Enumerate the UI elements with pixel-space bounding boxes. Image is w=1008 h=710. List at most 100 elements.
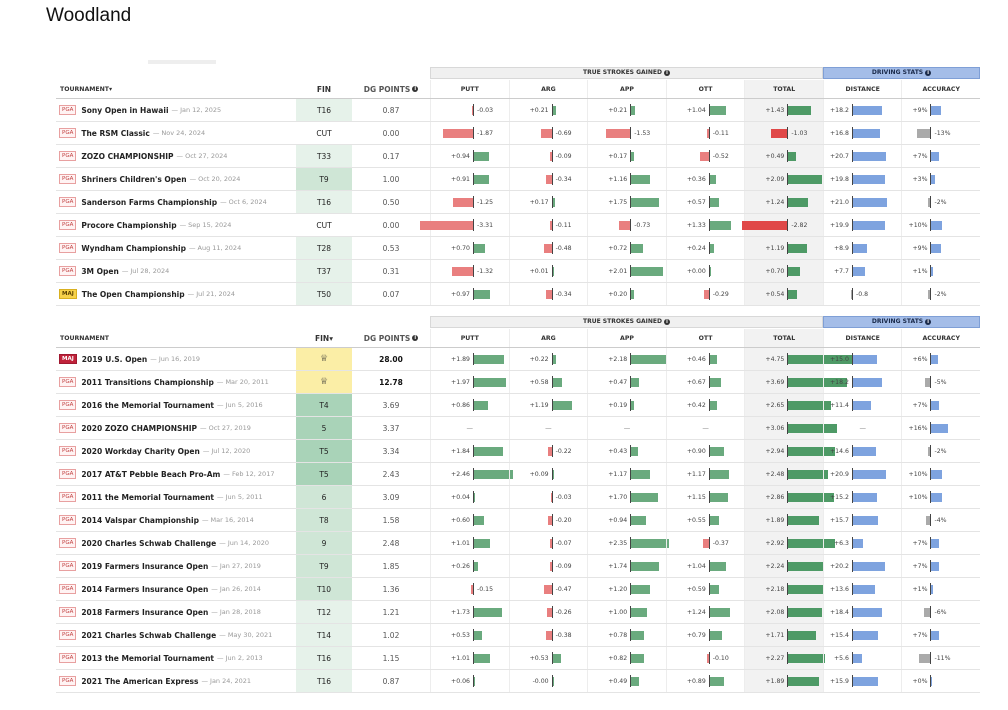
tournament-cell[interactable]: PGA Sanderson Farms Championship — Oct 6, … — [56, 191, 296, 213]
event-name[interactable]: 2020 ZOZO CHAMPIONSHIP — [81, 423, 198, 433]
tournament-cell[interactable]: PGA Wyndham Championship — Aug 11, 2024 — [56, 237, 296, 259]
header-accuracy[interactable]: ACCURACY — [901, 329, 980, 347]
table-row[interactable]: PGA Procore Championship — Sep 15, 2024 CUT… — [56, 214, 980, 237]
table-row[interactable]: PGA Shriners Children's Open — Oct 20, 202… — [56, 168, 980, 191]
event-name[interactable]: 2011 Transitions Championship — [81, 377, 214, 387]
event-name[interactable]: The RSM Classic — [81, 128, 150, 138]
info-icon[interactable]: i — [925, 69, 932, 76]
info-icon[interactable]: i — [412, 86, 419, 92]
header-fin[interactable]: FIN ▾ — [296, 329, 352, 347]
header-total[interactable]: TOTAL — [744, 329, 823, 347]
header-arg[interactable]: ARG — [508, 329, 588, 347]
event-name[interactable]: 2014 Valspar Championship — [81, 515, 199, 525]
tournament-cell[interactable]: PGA 2018 Farmers Insurance Open — Jan 28, … — [56, 601, 296, 623]
table-row[interactable]: PGA 2011 the Memorial Tournament — Jun 5, … — [56, 486, 980, 509]
info-icon[interactable]: i — [663, 69, 670, 76]
event-name[interactable]: Sony Open in Hawaii — [81, 105, 169, 115]
table-row[interactable]: PGA 2020 ZOZO CHAMPIONSHIP — Oct 27, 2019 5… — [56, 417, 980, 440]
header-distance[interactable]: DISTANCE — [822, 80, 902, 98]
header-total[interactable]: TOTAL — [744, 80, 823, 98]
table-row[interactable]: PGA 2014 Valspar Championship — Mar 16, 20… — [56, 509, 980, 532]
tournament-cell[interactable]: PGA 2016 the Memorial Tournament — Jun 5, … — [56, 394, 296, 416]
header-fin[interactable]: FIN — [296, 80, 352, 98]
tournament-cell[interactable]: PGA 2011 the Memorial Tournament — Jun 5, … — [56, 486, 296, 508]
header-tournament[interactable]: TOURNAMENT — [56, 329, 296, 347]
event-name[interactable]: ZOZO CHAMPIONSHIP — [81, 151, 174, 161]
event-name[interactable]: 3M Open — [81, 266, 119, 276]
header-points[interactable]: DG POINTS i — [352, 80, 430, 98]
tournament-cell[interactable]: PGA 2011 Transitions Championship — Mar 20… — [56, 371, 296, 393]
info-icon[interactable]: i — [412, 335, 419, 341]
tournament-cell[interactable]: PGA 2013 the Memorial Tournament — Jun 2, … — [56, 647, 296, 669]
event-name[interactable]: 2018 Farmers Insurance Open — [81, 607, 209, 617]
header-ott[interactable]: OTT — [665, 329, 745, 347]
tournament-cell[interactable]: PGA 2017 AT&T Pebble Beach Pro-Am — Feb 12… — [56, 463, 296, 485]
header-app[interactable]: APP — [587, 80, 666, 98]
tournament-cell[interactable]: PGA 2020 Workday Charity Open — Jul 12, 20… — [56, 440, 296, 462]
table-row[interactable]: PGA The RSM Classic — Nov 24, 2024 CUT 0.00 -… — [56, 122, 980, 145]
event-name[interactable]: 2016 the Memorial Tournament — [81, 400, 215, 410]
event-name[interactable]: 2011 the Memorial Tournament — [81, 492, 215, 502]
tournament-cell[interactable]: PGA The RSM Classic — Nov 24, 2024 — [56, 122, 296, 144]
tournament-cell[interactable]: PGA Procore Championship — Sep 15, 2024 — [56, 214, 296, 236]
event-name[interactable]: 2020 Workday Charity Open — [81, 446, 200, 456]
event-name[interactable]: 2019 Farmers Insurance Open — [81, 561, 209, 571]
header-tournament[interactable]: TOURNAMENT ▾ — [56, 80, 296, 98]
table-row[interactable]: MAJ The Open Championship — Jul 21, 2024 T5… — [56, 283, 980, 306]
event-name[interactable]: Shriners Children's Open — [81, 174, 187, 184]
table-row[interactable]: PGA 2018 Farmers Insurance Open — Jan 28, … — [56, 601, 980, 624]
header-accuracy[interactable]: ACCURACY — [901, 80, 980, 98]
tournament-cell[interactable]: PGA 3M Open — Jul 28, 2024 — [56, 260, 296, 282]
event-name[interactable]: Wyndham Championship — [81, 243, 186, 253]
header-arg[interactable]: ARG — [508, 80, 588, 98]
tournament-cell[interactable]: PGA 2019 Farmers Insurance Open — Jan 27, … — [56, 555, 296, 577]
event-name[interactable]: Procore Championship — [81, 220, 177, 230]
table-row[interactable]: PGA 2020 Charles Schwab Challenge — Jun 14… — [56, 532, 980, 555]
event-name[interactable]: Sanderson Farms Championship — [81, 197, 218, 207]
tournament-cell[interactable]: MAJ The Open Championship — Jul 21, 2024 — [56, 283, 296, 305]
header-putt[interactable]: PUTT — [430, 80, 509, 98]
tournament-cell[interactable]: PGA 2020 Charles Schwab Challenge — Jun 14… — [56, 532, 296, 554]
header-putt[interactable]: PUTT — [430, 329, 509, 347]
tournament-cell[interactable]: PGA 2021 The American Express — Jan 24, 20… — [56, 670, 296, 692]
event-name[interactable]: The Open Championship — [81, 289, 185, 299]
table-row[interactable]: PGA Sony Open in Hawaii — Jan 12, 2025 T16 0… — [56, 99, 980, 122]
table-row[interactable]: PGA 2021 Charles Schwab Challenge — May 30… — [56, 624, 980, 647]
table-row[interactable]: PGA 2014 Farmers Insurance Open — Jan 26, … — [56, 578, 980, 601]
tournament-cell[interactable]: PGA ZOZO CHAMPIONSHIP — Oct 27, 2024 — [56, 145, 296, 167]
header-points[interactable]: DG POINTS i — [352, 329, 430, 347]
table-row[interactable]: PGA 2013 the Memorial Tournament — Jun 2, … — [56, 647, 980, 670]
tournament-cell[interactable]: PGA Sony Open in Hawaii — Jan 12, 2025 — [56, 99, 296, 121]
event-name[interactable]: 2013 the Memorial Tournament — [81, 653, 215, 663]
table-row[interactable]: PGA Sanderson Farms Championship — Oct 6, … — [56, 191, 980, 214]
header-ott[interactable]: OTT — [665, 80, 745, 98]
table-row[interactable]: PGA 2019 Farmers Insurance Open — Jan 27, … — [56, 555, 980, 578]
table-row[interactable]: PGA 2017 AT&T Pebble Beach Pro-Am — Feb 12… — [56, 463, 980, 486]
tournament-cell[interactable]: PGA 2014 Valspar Championship — Mar 16, 20… — [56, 509, 296, 531]
header-distance[interactable]: DISTANCE — [822, 329, 902, 347]
table-row[interactable]: PGA 2011 Transitions Championship — Mar 20… — [56, 371, 980, 394]
info-icon[interactable]: i — [663, 318, 670, 325]
table-row[interactable]: MAJ 2019 U.S. Open — Jun 16, 2019 ♕ 28.00 +1.… — [56, 348, 980, 371]
tournament-cell[interactable]: MAJ 2019 U.S. Open — Jun 16, 2019 — [56, 348, 296, 370]
sort-icon[interactable]: ▾ — [109, 85, 113, 93]
tournament-cell[interactable]: PGA 2020 ZOZO CHAMPIONSHIP — Oct 27, 2019 — [56, 417, 296, 439]
event-name[interactable]: 2019 U.S. Open — [81, 354, 148, 364]
table-row[interactable]: PGA Wyndham Championship — Aug 11, 2024 T28… — [56, 237, 980, 260]
tournament-cell[interactable]: PGA 2021 Charles Schwab Challenge — May 30… — [56, 624, 296, 646]
table-row[interactable]: PGA ZOZO CHAMPIONSHIP — Oct 27, 2024 T33 0.1… — [56, 145, 980, 168]
info-icon[interactable]: i — [925, 318, 932, 325]
event-name[interactable]: 2021 The American Express — [81, 676, 199, 686]
tournament-cell[interactable]: PGA 2014 Farmers Insurance Open — Jan 26, … — [56, 578, 296, 600]
table-row[interactable]: PGA 3M Open — Jul 28, 2024 T37 0.31 -1.32 +0.0… — [56, 260, 980, 283]
header-app[interactable]: APP — [587, 329, 666, 347]
event-name[interactable]: 2017 AT&T Pebble Beach Pro-Am — [81, 469, 221, 479]
table-row[interactable]: PGA 2020 Workday Charity Open — Jul 12, 20… — [56, 440, 980, 463]
sort-icon[interactable]: ▾ — [329, 333, 333, 343]
event-name[interactable]: 2020 Charles Schwab Challenge — [81, 538, 217, 548]
event-name[interactable]: 2021 Charles Schwab Challenge — [81, 630, 217, 640]
table-row[interactable]: PGA 2021 The American Express — Jan 24, 20… — [56, 670, 980, 693]
tournament-cell[interactable]: PGA Shriners Children's Open — Oct 20, 202… — [56, 168, 296, 190]
event-name[interactable]: 2014 Farmers Insurance Open — [81, 584, 209, 594]
table-row[interactable]: PGA 2016 the Memorial Tournament — Jun 5, … — [56, 394, 980, 417]
